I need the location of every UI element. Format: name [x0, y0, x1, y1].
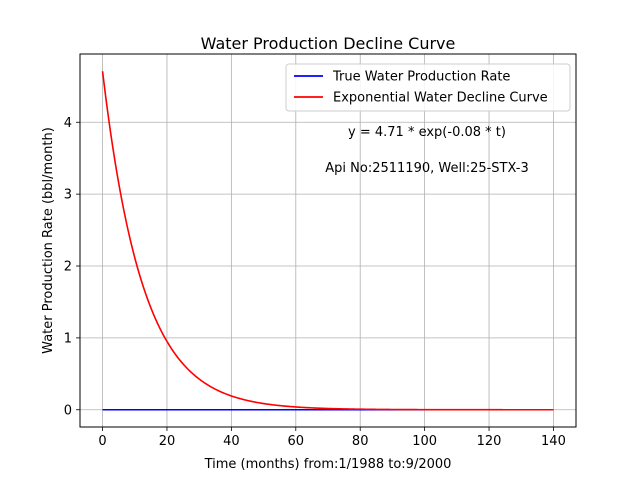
equation-annotation: y = 4.71 * exp(-0.08 * t)	[348, 125, 506, 140]
x-tick-label: 100	[412, 434, 437, 449]
legend-box	[285, 63, 571, 112]
x-tick-label: 40	[223, 434, 240, 449]
x-tick-label: 140	[541, 434, 566, 449]
legend-entry-label: Exponential Water Decline Curve	[333, 91, 548, 106]
x-axis-label: Time (months) from:1/1988 to:9/2000	[204, 457, 452, 472]
y-tick-label: 4	[64, 116, 72, 131]
y-tick-label: 3	[64, 188, 72, 203]
y-tick-label: 2	[64, 260, 72, 275]
series-layer	[101, 71, 554, 411]
x-tick-label: 20	[159, 434, 176, 449]
well-annotation: Api No:2511190, Well:25-STX-3	[325, 161, 528, 176]
legend: True Water Production Rate Exponential Wa…	[285, 63, 571, 112]
x-tick-label: 80	[352, 434, 369, 449]
y-tick-label: 0	[64, 403, 72, 418]
legend-entry-label: True Water Production Rate	[332, 70, 510, 85]
x-tick-label: 60	[288, 434, 305, 449]
x-tick-label: 120	[477, 434, 502, 449]
series-line-2	[101, 71, 554, 411]
y-tick-label: 1	[64, 331, 72, 346]
y-axis-label: Water Production Rate (bbl/month)	[41, 127, 56, 354]
plot-frame	[79, 53, 577, 428]
x-tick-label: 0	[98, 434, 106, 449]
axis-ticks: 0 20 40 60 80 100 120 140 0 1 2 3 4	[64, 116, 566, 449]
chart-title: Water Production Decline Curve	[201, 34, 456, 53]
